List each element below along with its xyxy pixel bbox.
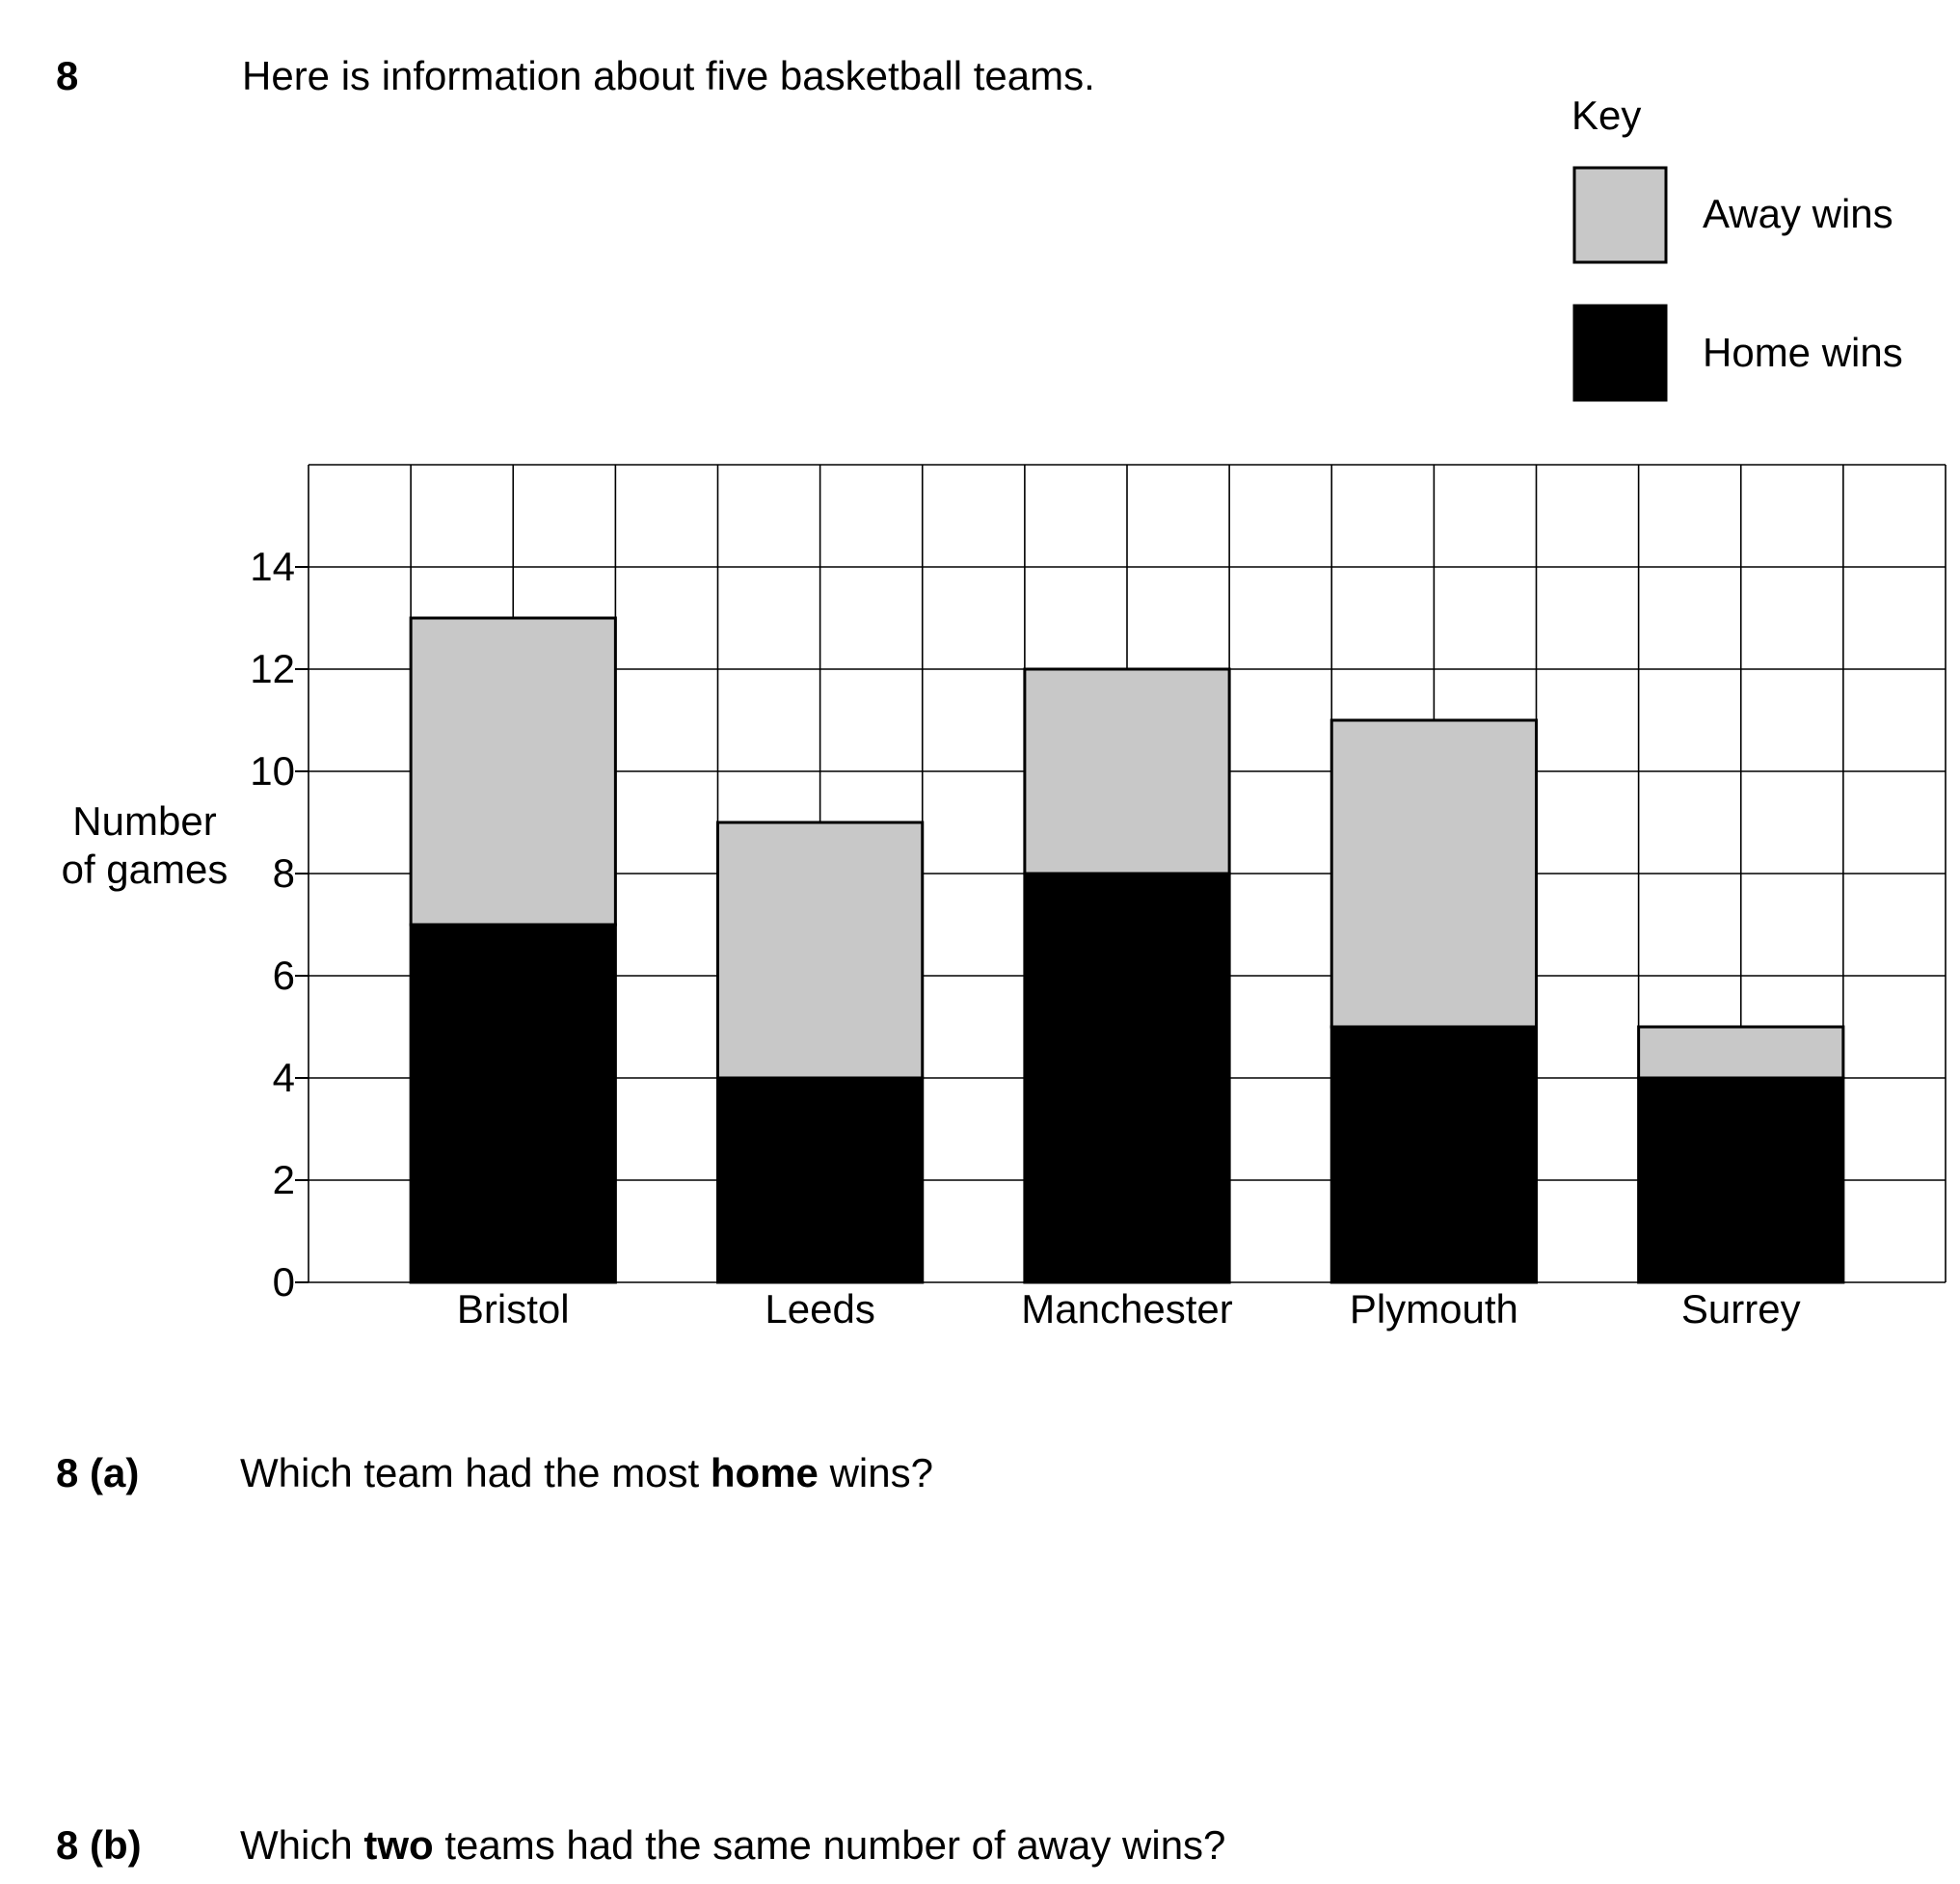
part-a-text-after: wins? <box>818 1450 933 1495</box>
key-swatch <box>1572 166 1668 264</box>
y-tick-label: 10 <box>250 748 295 794</box>
key-title: Key <box>1571 93 1641 138</box>
bar-away-wins <box>1637 1025 1845 1080</box>
x-tick-label: Bristol <box>457 1286 570 1332</box>
x-tick-label: Leeds <box>765 1286 874 1332</box>
bar-home-wins <box>1329 1025 1538 1284</box>
part-b-text-after: teams had the same number of away wins? <box>433 1822 1226 1868</box>
question-number: 8 <box>56 53 79 98</box>
bar-away-wins <box>1329 718 1538 1029</box>
key-swatch <box>1572 304 1668 402</box>
chart-key: Key Away wins Home wins <box>1571 93 1903 402</box>
y-tick-label: 6 <box>273 953 295 998</box>
x-tick-label: Manchester <box>1021 1286 1232 1332</box>
y-tick-label: 2 <box>273 1157 295 1202</box>
bar-home-wins <box>716 1076 925 1284</box>
part-b-question: Which two teams had the same number of a… <box>240 1825 1225 1866</box>
bar-home-wins <box>1637 1076 1845 1284</box>
part-b-text-before: Which <box>240 1822 364 1868</box>
y-tick-label: 4 <box>273 1055 295 1100</box>
question-text: Here is information about five basketbal… <box>242 53 1095 98</box>
y-axis-label-line: Number <box>72 798 216 844</box>
part-a-text-before: Which team had the most <box>240 1450 711 1495</box>
y-axis-label-line: of games <box>62 847 228 892</box>
chart-bars <box>409 616 1845 1284</box>
part-a-question: Which team had the most home wins? <box>240 1453 933 1494</box>
chart-axes: Bristol Leeds Manchester Plymouth Surrey 0 2 4 6… <box>62 544 1801 1332</box>
y-tick-label: 0 <box>273 1259 295 1305</box>
key-label: Away wins <box>1703 191 1893 236</box>
x-tick-label: Surrey <box>1681 1286 1801 1332</box>
y-tick-label: 8 <box>273 850 295 896</box>
key-label: Home wins <box>1703 330 1903 375</box>
part-b-label: 8 (b) <box>56 1822 142 1868</box>
bar-home-wins <box>1023 872 1231 1284</box>
part-b-text-bold: two <box>363 1822 434 1868</box>
bar-away-wins <box>716 821 925 1080</box>
y-tick-label: 12 <box>250 646 295 691</box>
x-tick-label: Plymouth <box>1350 1286 1518 1332</box>
y-axis-label: Number of games <box>62 798 228 892</box>
bar-away-wins <box>409 616 617 927</box>
y-tick-label: 14 <box>250 544 295 589</box>
part-a-text-bold: home <box>710 1450 819 1495</box>
part-a-label: 8 (a) <box>56 1450 140 1495</box>
bar-away-wins <box>1023 667 1231 875</box>
bar-home-wins <box>409 923 617 1284</box>
